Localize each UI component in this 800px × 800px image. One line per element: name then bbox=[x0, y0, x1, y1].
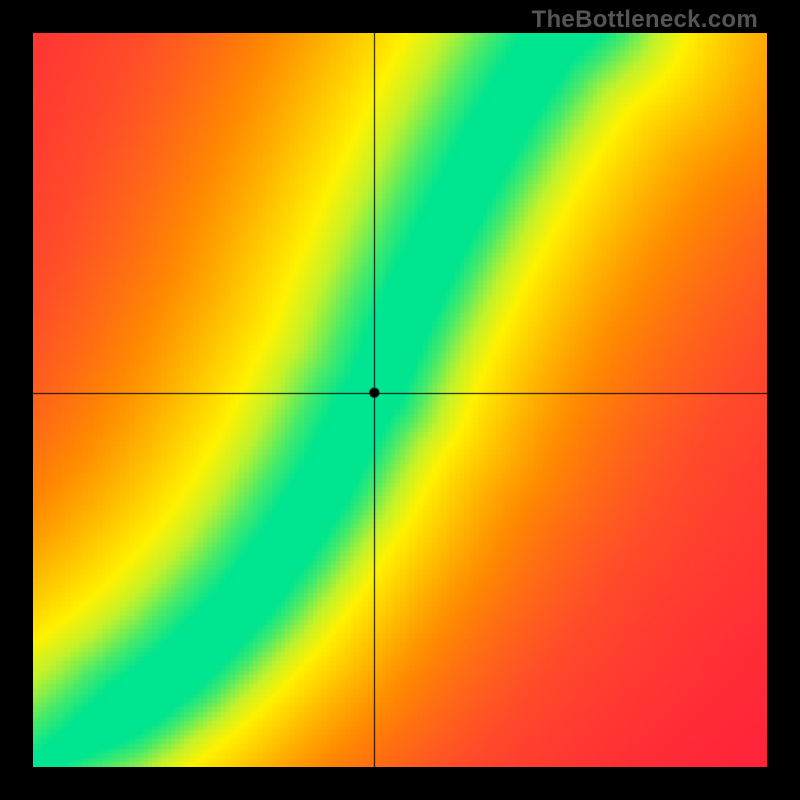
heatmap-canvas bbox=[33, 33, 767, 767]
bottleneck-heatmap-chart: TheBottleneck.com bbox=[0, 0, 800, 800]
watermark-text: TheBottleneck.com bbox=[532, 6, 758, 34]
